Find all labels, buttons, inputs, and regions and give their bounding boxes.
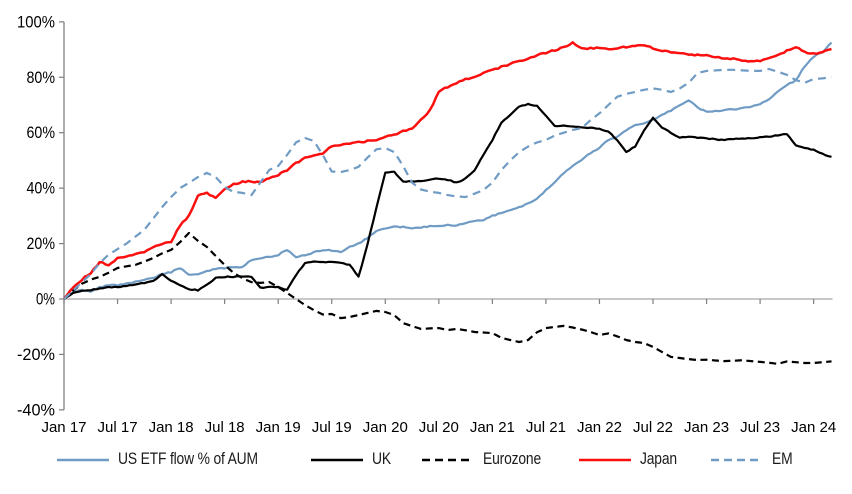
x-tick-label: Jul 22 xyxy=(633,419,673,436)
legend-item-em: EM xyxy=(710,450,796,469)
y-tick-label: 20% xyxy=(27,234,56,253)
y-tick-label: 40% xyxy=(27,179,56,198)
y-tick-label: 60% xyxy=(27,123,56,142)
legend-label: US ETF flow % of AUM xyxy=(117,450,258,468)
chart-legend: US ETF flow % of AUM UK Eurozone Japan EM xyxy=(0,450,852,469)
legend-label: Eurozone xyxy=(482,450,541,468)
series-em xyxy=(63,67,832,300)
legend-item-japan: Japan xyxy=(578,450,684,469)
solid-line-swatch-icon xyxy=(311,458,364,461)
y-axis-labels: 100% 80% 60% 40% 20% 0% -20% -40% xyxy=(17,12,55,419)
legend-item-eurozone: Eurozone xyxy=(421,450,552,469)
legend-item-uk: UK xyxy=(310,450,395,469)
legend-label: EM xyxy=(771,450,793,468)
dashed-line-swatch-icon xyxy=(421,458,474,461)
x-tick-label: Jan 17 xyxy=(41,419,86,436)
y-tick-label: 80% xyxy=(27,68,56,87)
legend-item-us-etf-flow-of-aum: US ETF flow % of AUM xyxy=(56,450,285,469)
y-tick-label: 0% xyxy=(36,290,55,309)
series-us-etf-flow-of-aum xyxy=(63,41,833,300)
y-axis xyxy=(59,21,65,411)
solid-line-swatch-icon xyxy=(56,458,109,461)
x-axis xyxy=(63,298,833,304)
legend-label: UK xyxy=(372,450,392,468)
x-tick-label: Jan 24 xyxy=(791,419,836,436)
y-tick-label: 100% xyxy=(17,12,55,31)
x-tick-label: Jul 20 xyxy=(419,419,459,436)
x-axis-labels: Jan 17 Jul 17 Jan 18 Jul 18 Jan 19 Jul 19 Jan … xyxy=(41,419,836,436)
x-tick-label: Jan 20 xyxy=(363,419,408,436)
series-uk xyxy=(63,102,832,300)
plot-area: 100%80%60%40%20%0%-20%-40%Jan 17 Jul 17 Ja… xyxy=(17,12,836,436)
legend-label: Japan xyxy=(639,450,677,468)
series-eurozone xyxy=(63,231,832,365)
x-tick-label: Jul 18 xyxy=(205,419,245,436)
x-tick-label: Jan 19 xyxy=(256,419,301,436)
x-tick-label: Jan 23 xyxy=(684,419,729,436)
dashed-line-swatch-icon xyxy=(710,458,763,461)
x-tick-label: Jan 22 xyxy=(577,419,622,436)
x-tick-label: Jan 18 xyxy=(149,419,194,436)
y-tick-label: -40% xyxy=(17,400,55,419)
x-tick-label: Jul 23 xyxy=(740,419,780,436)
x-tick-label: Jul 21 xyxy=(526,419,566,436)
x-tick-label: Jul 19 xyxy=(312,419,352,436)
x-tick-label: Jul 17 xyxy=(98,419,138,436)
series-japan xyxy=(63,41,832,300)
solid-line-swatch-icon xyxy=(578,458,631,461)
y-tick-label: -20% xyxy=(17,345,55,364)
x-tick-label: Jan 21 xyxy=(470,419,515,436)
